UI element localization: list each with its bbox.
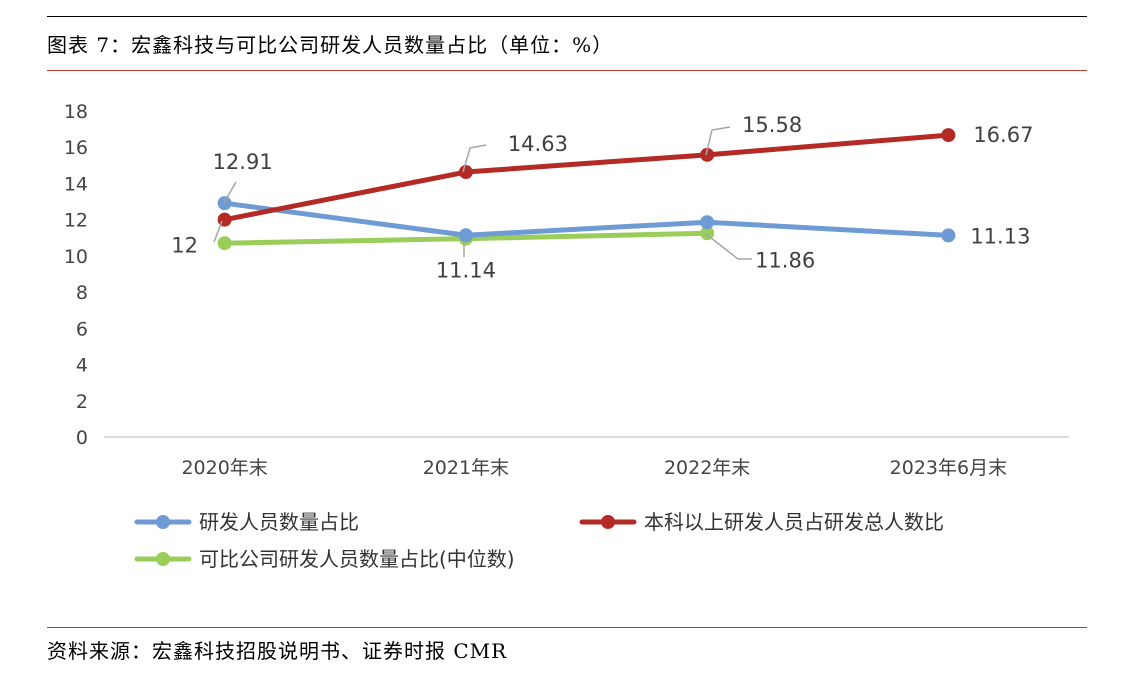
data-point <box>941 228 956 243</box>
data-label: 11.86 <box>755 248 815 272</box>
data-label-leader <box>213 220 223 243</box>
series-line <box>222 132 951 223</box>
x-tick-label: 2020年末 <box>181 457 267 479</box>
legend-label: 可比公司研发人员数量占比(中位数) <box>199 547 515 571</box>
title-rule <box>47 70 1087 71</box>
y-tick-label: 14 <box>64 173 88 195</box>
legend-label: 研发人员数量占比 <box>199 510 359 534</box>
data-point <box>941 128 956 143</box>
data-point <box>217 236 232 251</box>
data-label: 14.63 <box>508 132 568 156</box>
legend-swatch-marker <box>156 552 170 566</box>
figure-title: 图表 7：宏鑫科技与可比公司研发人员数量占比（单位：%） <box>47 33 614 57</box>
y-tick-label: 12 <box>64 210 88 232</box>
x-tick-label: 2022年末 <box>664 457 750 479</box>
y-tick-label: 0 <box>76 427 88 449</box>
data-label: 12.91 <box>213 150 273 174</box>
data-point <box>217 212 232 227</box>
data-label-leader <box>705 126 731 156</box>
legend-label: 本科以上研发人员占研发总人数比 <box>644 510 944 534</box>
data-point <box>700 147 715 162</box>
data-point <box>458 228 473 243</box>
data-label-leader <box>705 233 752 260</box>
series-line <box>222 200 951 238</box>
legend-swatch-marker <box>601 515 615 529</box>
data-label: 12 <box>171 234 198 258</box>
data-label: 11.14 <box>436 259 496 283</box>
legend-swatch-marker <box>156 515 170 529</box>
data-label: 15.58 <box>742 113 802 137</box>
source-note: 资料来源：宏鑫科技招股说明书、证券时报 CMR <box>47 639 508 663</box>
y-tick-label: 4 <box>76 355 88 377</box>
data-label-leader <box>223 181 237 204</box>
y-tick-label: 10 <box>64 246 88 268</box>
data-label: 16.67 <box>973 123 1033 147</box>
y-tick-label: 16 <box>64 137 88 159</box>
data-label: 11.13 <box>970 224 1030 248</box>
y-tick-label: 6 <box>76 318 88 340</box>
x-tick-label: 2023年6月末 <box>890 457 1007 479</box>
y-tick-label: 8 <box>76 282 88 304</box>
top-rule <box>47 16 1087 17</box>
data-label-leader <box>462 144 487 173</box>
y-tick-label: 18 <box>64 101 88 123</box>
x-tick-label: 2021年末 <box>423 457 509 479</box>
data-point <box>458 165 473 180</box>
source-rule <box>47 627 1087 628</box>
data-point <box>700 215 715 230</box>
y-tick-label: 2 <box>76 391 88 413</box>
